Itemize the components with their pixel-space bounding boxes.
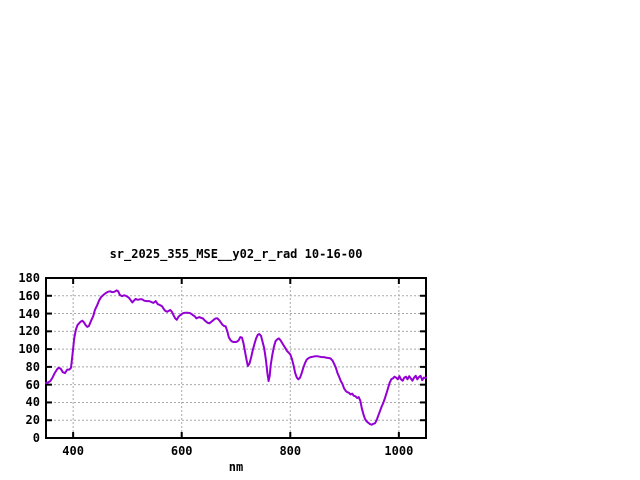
y-tick-label: 120 bbox=[18, 324, 40, 339]
x-tick-label: 1000 bbox=[384, 444, 414, 458]
x-tick-label: 400 bbox=[62, 444, 84, 458]
y-tick-label: 40 bbox=[25, 395, 40, 410]
y-tick-label: 20 bbox=[25, 413, 40, 428]
y-tick-label: 0 bbox=[32, 431, 40, 445]
y-tick-label: 60 bbox=[25, 377, 40, 392]
x-axis-label: nm bbox=[228, 460, 244, 474]
x-tick-label: 800 bbox=[279, 444, 302, 458]
y-tick-label: 100 bbox=[18, 342, 40, 357]
x-tick-label: 600 bbox=[170, 444, 193, 458]
plot-border bbox=[45, 277, 427, 439]
y-tick-label: 140 bbox=[18, 306, 40, 321]
y-tick-label: 180 bbox=[18, 271, 40, 285]
chart-title: sr_2025_355_MSE__y02_r_rad 10-16-00 bbox=[109, 247, 363, 261]
y-tick-label: 80 bbox=[25, 359, 40, 374]
y-tick-label: 160 bbox=[18, 288, 40, 303]
data-line bbox=[45, 289, 427, 426]
